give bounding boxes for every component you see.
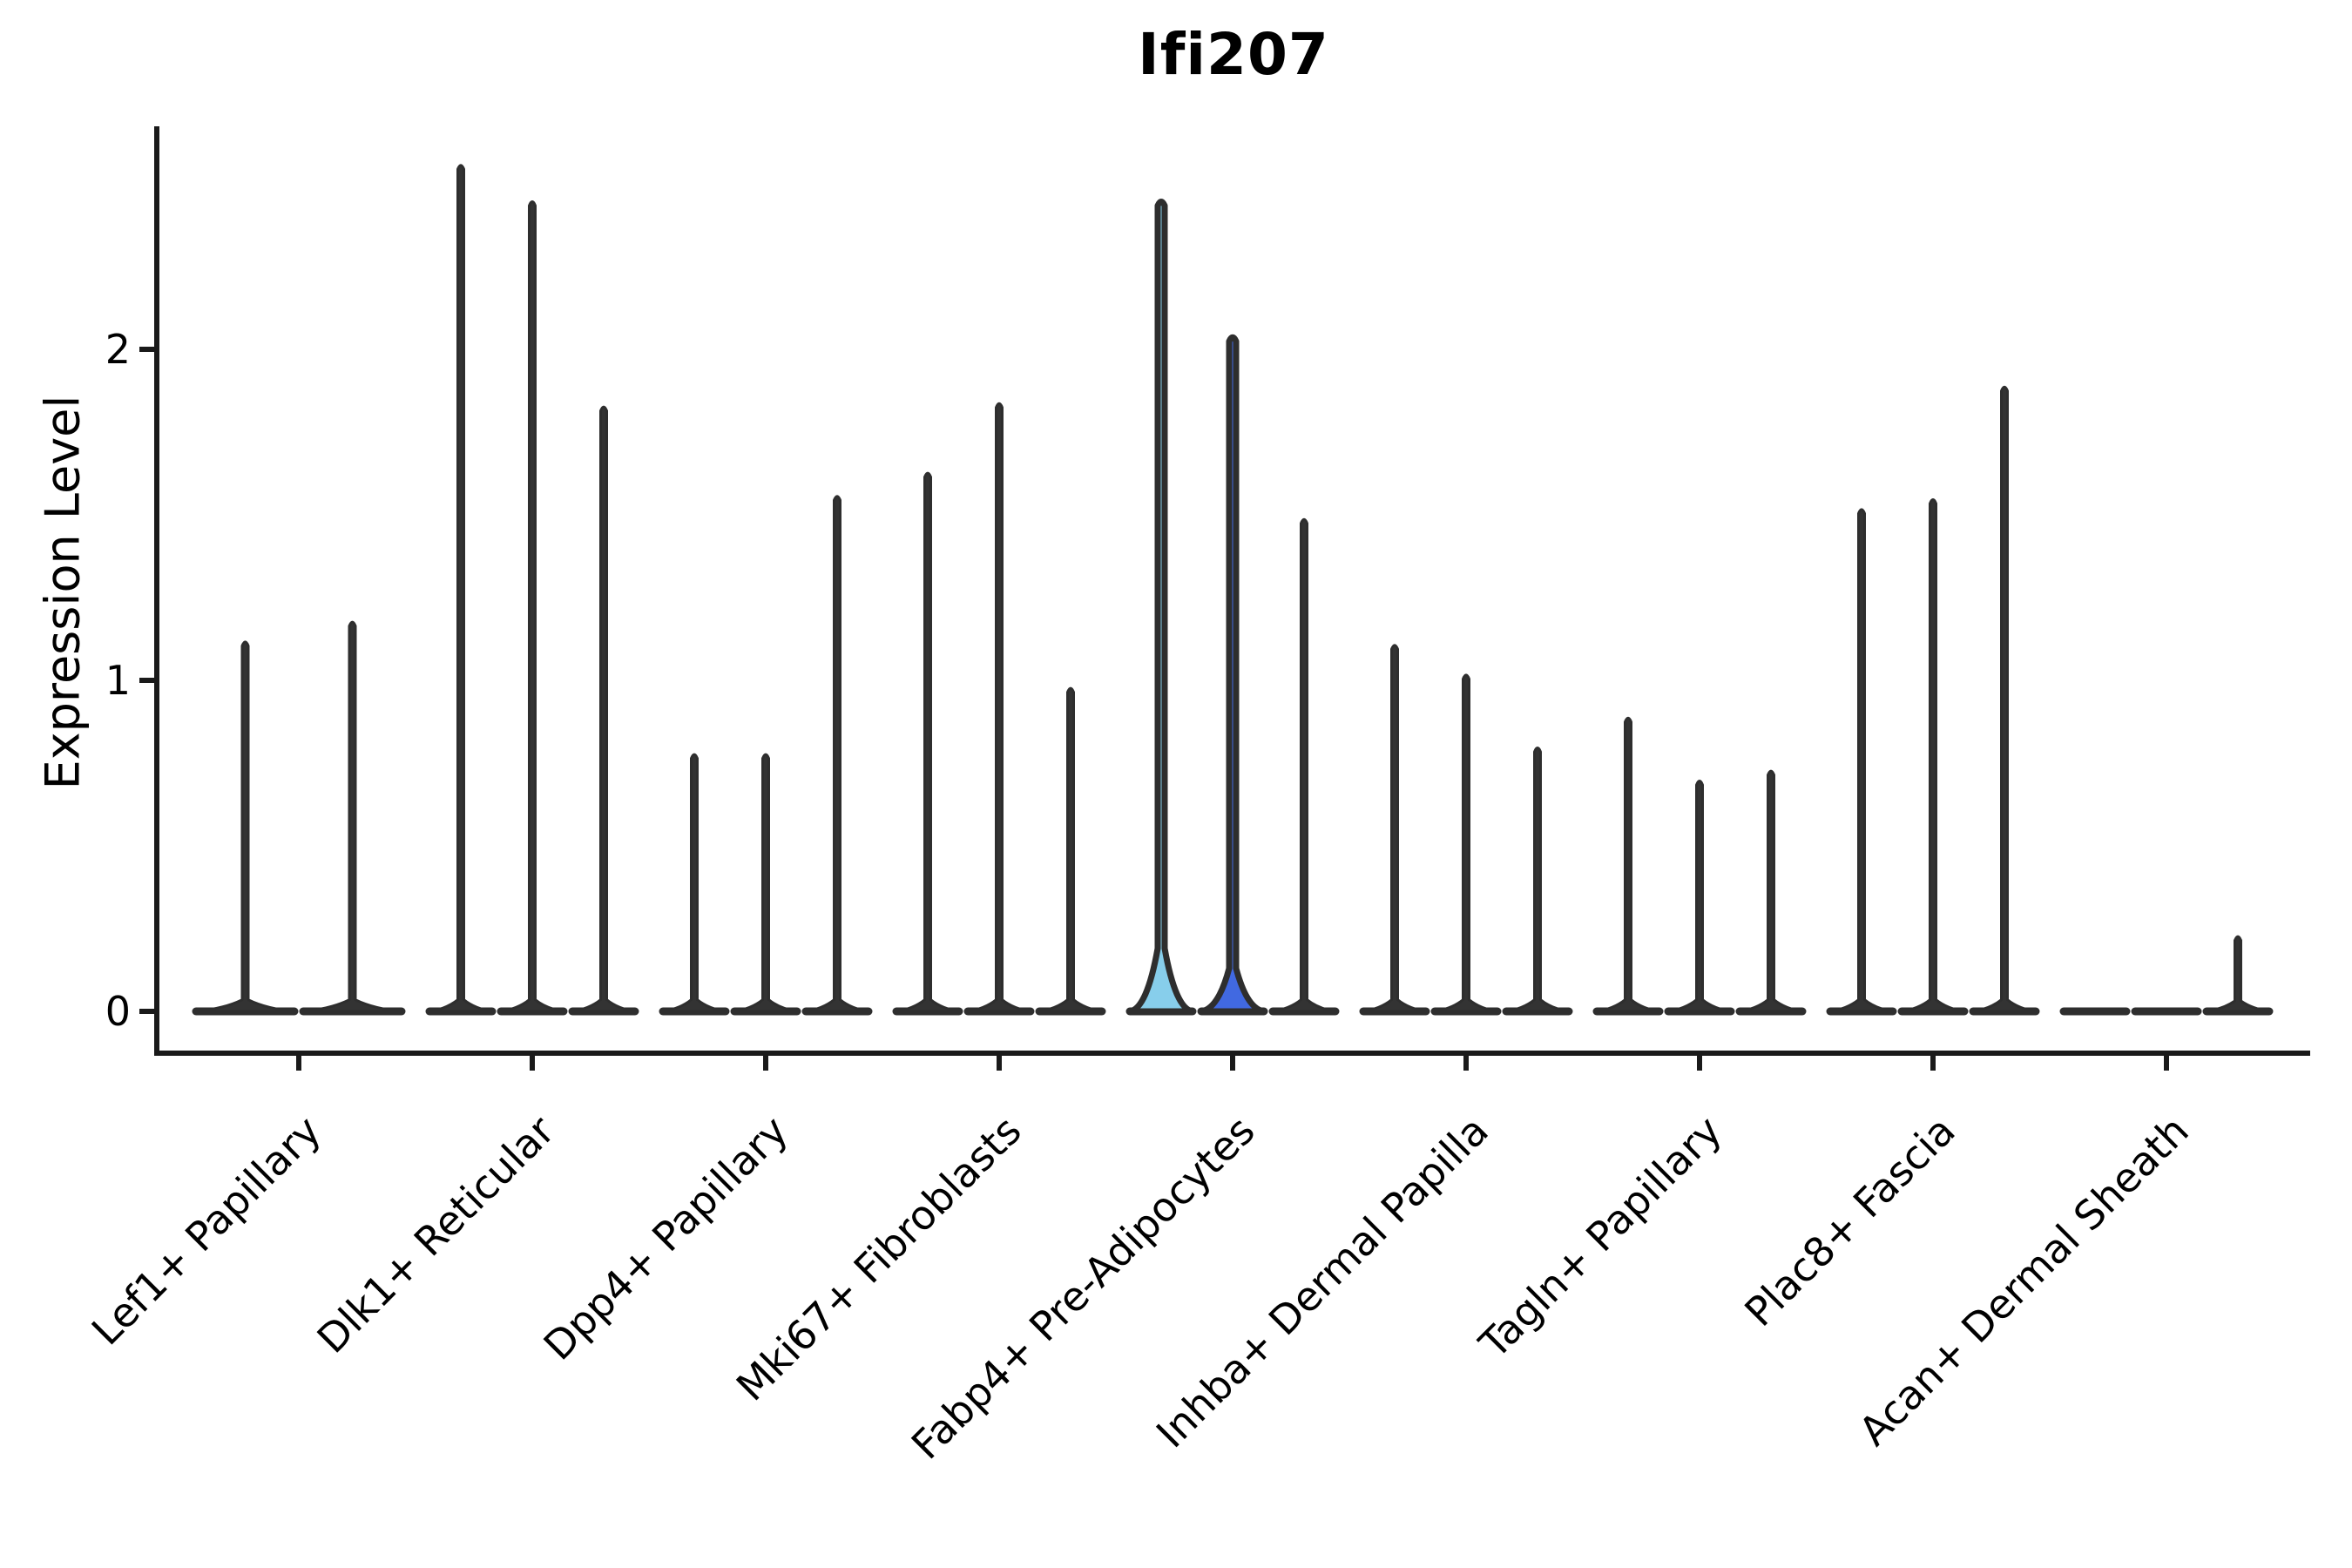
y-tick-label-1: 1 [105, 657, 131, 704]
violin-6-2 [1738, 769, 1804, 1013]
violin-6-1 [1666, 780, 1733, 1013]
y-tick-label-0: 0 [105, 988, 131, 1035]
x-tick-label-2: Dpp4+ Papillary [535, 1107, 797, 1369]
chart-title: Ifi207 [1138, 21, 1329, 88]
violin-0-0 [194, 640, 296, 1013]
violin-4-1 [1198, 334, 1267, 1015]
violin-1-0 [428, 164, 494, 1013]
violin-3-1 [966, 402, 1032, 1013]
violin-6-0 [1595, 716, 1661, 1013]
violin-1-2 [571, 405, 637, 1013]
x-tick-label-0: Lef1+ Papillary [83, 1107, 330, 1355]
violin-2-0 [661, 753, 727, 1013]
x-tick-label-1: Dlk1+ Reticular [308, 1107, 564, 1362]
y-tick-label-2: 2 [105, 326, 131, 373]
violin-2-1 [733, 753, 799, 1013]
violin-3-0 [895, 471, 961, 1013]
violin-3-2 [1037, 686, 1104, 1013]
violin-2-2 [804, 495, 870, 1013]
violin-5-2 [1504, 747, 1571, 1013]
violin-5-0 [1362, 644, 1428, 1013]
violin-4-0 [1126, 199, 1196, 1015]
x-tick-label-7: Plac8+ Fascia [1735, 1107, 1963, 1335]
violin-7-1 [1900, 498, 1966, 1013]
violin-1-1 [499, 200, 565, 1013]
x-tick-label-6: Tagln+ Papillary [1470, 1107, 1731, 1369]
violin-4-2 [1271, 517, 1337, 1013]
violin-0-1 [301, 620, 403, 1013]
violin-7-2 [1971, 385, 2038, 1013]
violin-8-2 [2205, 935, 2271, 1013]
violin-5-1 [1433, 673, 1499, 1013]
violin-7-0 [1828, 508, 1895, 1013]
